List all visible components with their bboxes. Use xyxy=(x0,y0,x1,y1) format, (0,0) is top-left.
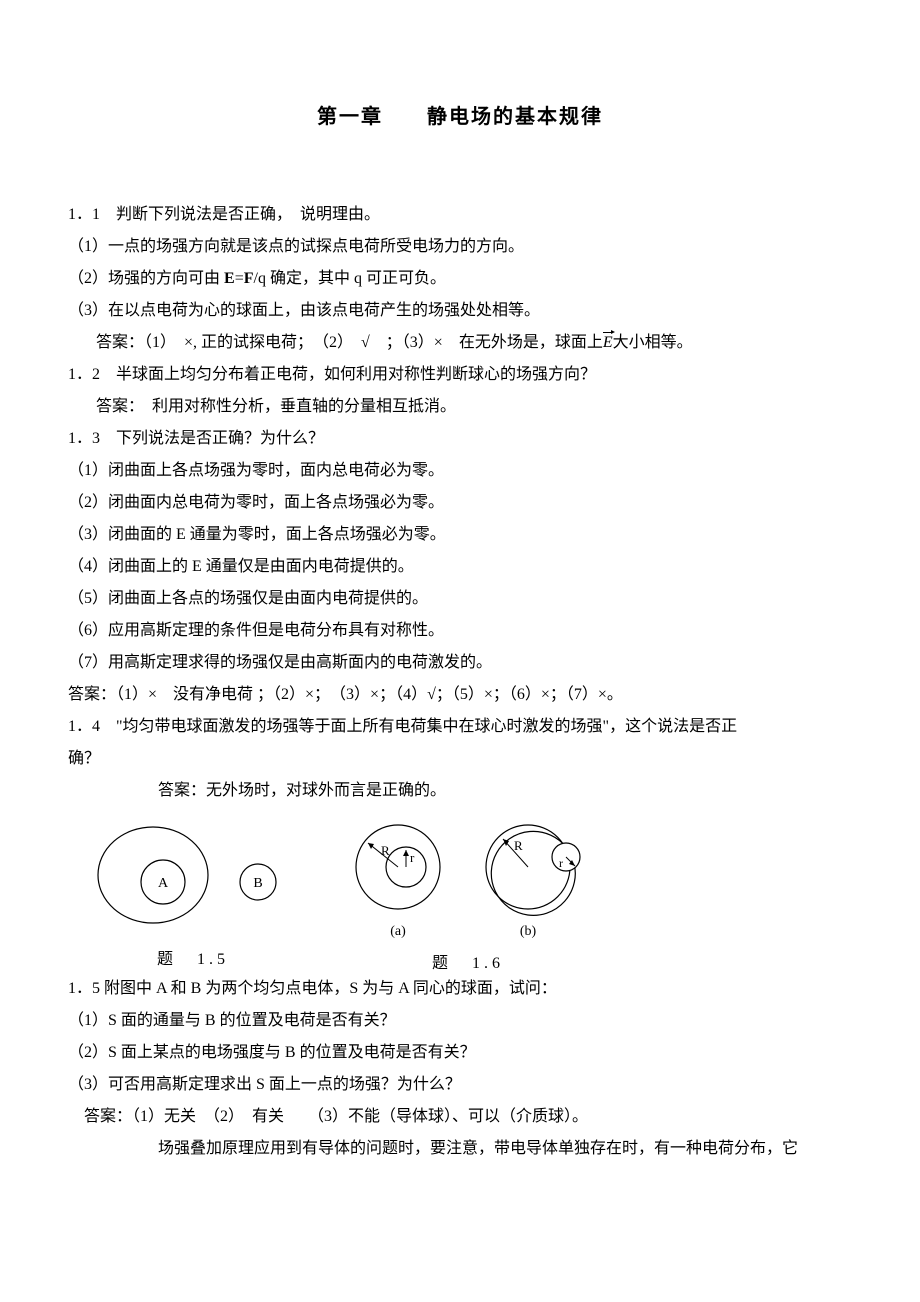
q1-3-item-4: （4）闭曲面上的 E 通量仅是由面内电荷提供的。 xyxy=(68,551,852,583)
q1-5-item-1: （1）S 面的通量与 B 的位置及电荷是否有关？ xyxy=(68,1005,852,1037)
q1-1-item-1: （1）一点的场强方向就是该点的试探点电荷所受电场力的方向。 xyxy=(68,231,852,263)
q1-1-item-2: （2）场强的方向可由 E=F/q 确定，其中 q 可正可负。 xyxy=(68,263,852,295)
figure-1-6-svg: R r (a) R r (b) xyxy=(328,817,608,947)
fig16-label-a: (a) xyxy=(390,924,406,939)
q1-5-answer-1: 答案：（1）无关 （2） 有关 （3）不能（导体球）、可以（介质球）。 xyxy=(68,1101,852,1133)
q1-3-item-5: （5）闭曲面上各点的场强仅是由面内电荷提供的。 xyxy=(68,583,852,615)
figure-1-5-caption: 题 1.5 xyxy=(157,945,229,969)
q1-5-answer-2: 场强叠加原理应用到有导体的问题时，要注意，带电导体单独存在时，有一种电荷分布，它 xyxy=(68,1133,852,1165)
fig16b-label-R: R xyxy=(514,838,523,853)
figure-1-5: A B 题 1.5 xyxy=(88,817,298,969)
q1-5-head: 1．5 附图中 A 和 B 为两个均匀点电体，S 为与 A 同心的球面，试问： xyxy=(68,973,852,1005)
q1-3-item-7: （7）用高斯定理求得的场强仅是由高斯面内的电荷激发的。 xyxy=(68,647,852,679)
figure-1-6: R r (a) R r (b) 题 1. xyxy=(328,817,608,973)
fig16a-label-R: R xyxy=(381,843,390,858)
figure-1-6-caption: 题 1.6 xyxy=(432,949,504,973)
figure-1-5-svg: A B xyxy=(88,817,298,937)
q1-3-item-6: （6）应用高斯定理的条件但是电荷分布具有对称性。 xyxy=(68,615,852,647)
q1-4-head: 1．4 "均匀带电球面激发的场强等于面上所有电荷集中在球心时激发的场强"，这个说… xyxy=(68,711,852,743)
q1-5-item-2: （2）S 面上某点的电场强度与 B 的位置及电荷是否有关？ xyxy=(68,1037,852,1069)
q1-4-answer: 答案：无外场时，对球外而言是正确的。 xyxy=(68,775,852,807)
q1-3-item-3: （3）闭曲面的 E 通量为零时，面上各点场强必为零。 xyxy=(68,519,852,551)
fig16-label-b: (b) xyxy=(520,924,537,939)
q1-2-head: 1．2 半球面上均匀分布着正电荷，如何利用对称性判断球心的场强方向？ xyxy=(68,359,852,391)
q1-1-head: 1．1 判断下列说法是否正确， 说明理由。 xyxy=(68,199,852,231)
q1-1-answer: 答案：（1） ×, 正的试探电荷； （2） √ ；（3）× 在无外场是，球面上E… xyxy=(68,327,852,359)
q1-3-head: 1．3 下列说法是否正确？为什么？ xyxy=(68,423,852,455)
q1-1-ans-post: 大小相等。 xyxy=(613,334,693,351)
figures-row: A B 题 1.5 R r (a) xyxy=(88,817,852,973)
q1-4-head2: 确？ xyxy=(68,743,852,775)
q1-5-item-3: （3）可否用高斯定理求出 S 面上一点的场强？为什么？ xyxy=(68,1069,852,1101)
q1-1-item-2-text: （2）场强的方向可由 E=F/q 确定，其中 q 可正可负。 xyxy=(68,270,446,287)
fig15-label-A: A xyxy=(158,876,169,891)
q1-2-answer: 答案： 利用对称性分析，垂直轴的分量相互抵消。 xyxy=(68,391,852,423)
q1-3-item-2: （2）闭曲面内总电荷为零时，面上各点场强必为零。 xyxy=(68,487,852,519)
q1-3-item-1: （1）闭曲面上各点场强为零时，面内总电荷必为零。 xyxy=(68,455,852,487)
vector-E: E xyxy=(603,334,613,351)
chapter-title: 第一章 静电场的基本规律 xyxy=(68,100,852,129)
q1-1-item-3: （3）在以点电荷为心的球面上，由该点电荷产生的场强处处相等。 xyxy=(68,295,852,327)
page-root: 第一章 静电场的基本规律 1．1 判断下列说法是否正确， 说明理由。 （1）一点… xyxy=(0,0,920,1205)
fig16a-label-r: r xyxy=(410,850,415,865)
fig15-label-B: B xyxy=(253,876,262,891)
q1-3-answer: 答案：（1）× 没有净电荷 ；（2）×； （3）×；（4）√；（5）×；（6）×… xyxy=(68,679,852,711)
fig16b-label-r: r xyxy=(559,856,563,870)
q1-1-ans-pre: 答案：（1） ×, 正的试探电荷； （2） √ ；（3）× 在无外场是，球面上 xyxy=(96,334,603,351)
